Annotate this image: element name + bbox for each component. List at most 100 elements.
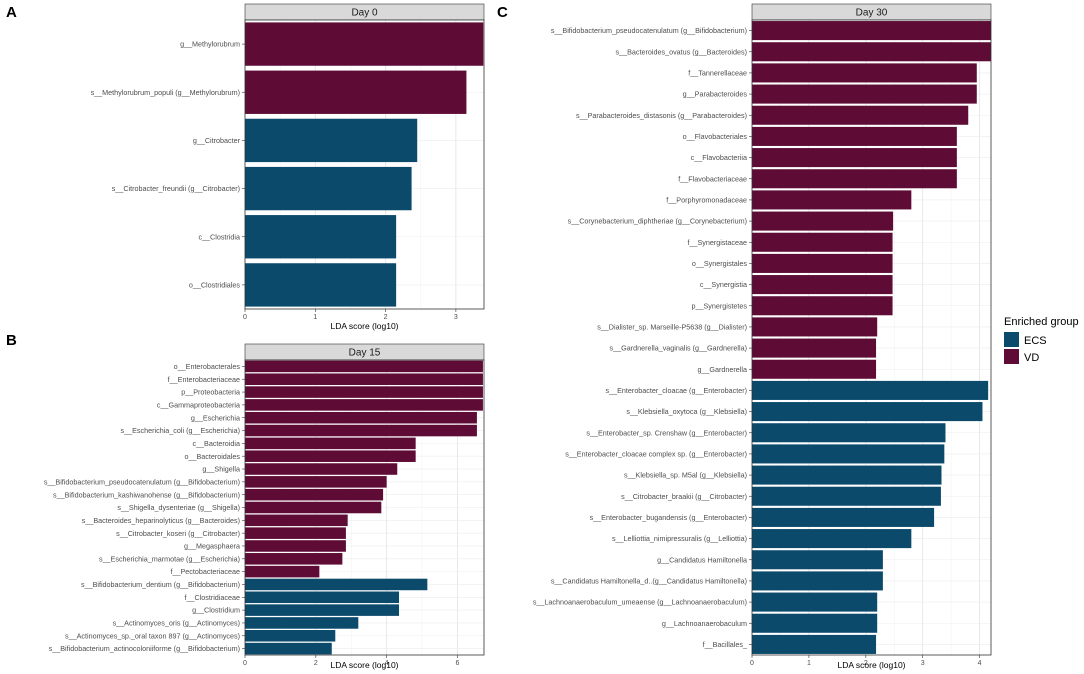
category-label: s__Klebsiella_sp. M5al (g__Klebsiella) (624, 471, 747, 480)
x-tick-label: 3 (921, 660, 925, 667)
category-label: g__Clostridium (192, 606, 240, 615)
bar (752, 359, 877, 379)
x-tick-label: 4 (385, 660, 389, 667)
category-label: o__Flavobacteriales (683, 132, 748, 141)
category-label: s__Bifidobacterium_kashiwanohense (g__Bi… (53, 490, 240, 499)
category-label: s__Klebsiella_oxytoca (g__Klebsiella) (626, 407, 747, 416)
bar (752, 592, 878, 612)
bar (752, 486, 941, 506)
category-label: s__Dialister_sp. Marseille-P5638 (g__Dia… (597, 323, 747, 332)
legend-swatch-ecs (1004, 332, 1019, 347)
category-label: s__Gardnerella_vaginalis (g__Gardnerella… (610, 344, 747, 353)
bar (245, 642, 332, 655)
bar (752, 63, 977, 83)
category-label: s__Citrobacter_braakii (g__Citrobacter) (621, 492, 747, 501)
bar (752, 550, 883, 570)
bar (245, 540, 346, 552)
bar (245, 617, 359, 629)
category-label: s__Escherichia_coli (g__Escherichia) (121, 426, 240, 435)
category-label: s__Parabacteroides_distasonis (g__Paraba… (576, 111, 747, 120)
category-label: s__Methylorubrum_populi (g__Methylorubru… (91, 88, 240, 97)
x-tick-label: 3 (454, 314, 458, 321)
category-label: s__Enterobacter_bugandensis (g__Enteroba… (590, 513, 747, 522)
legend-title: Enriched group (1004, 316, 1079, 328)
bar (752, 296, 893, 316)
panel-border (244, 359, 485, 656)
category-label: o__Clostridiales (189, 281, 241, 290)
category-label: o__Synergistales (692, 259, 748, 268)
bar (752, 275, 893, 295)
bar (245, 604, 400, 616)
x-tick-label: 4 (978, 660, 982, 667)
category-label: s__Enterobacter_cloacae complex sp. (g__… (565, 450, 747, 459)
panel-A: A Day 0 g__Methylorubrum s__Methylorubrum_p… (6, 3, 485, 331)
bar (245, 118, 418, 163)
category-label: g__Gardnerella (697, 365, 747, 374)
bar (752, 148, 957, 168)
category-label: p__Synergistetes (691, 301, 747, 310)
category-label: g__Methylorubrum (180, 40, 240, 49)
x-tick-label: 2 (384, 314, 388, 321)
x-tick-label: 0 (243, 660, 247, 667)
category-label: g__Escherichia (191, 413, 240, 422)
x-tick-label: 6 (455, 660, 459, 667)
category-label: s__Bifidobacterium_pseudocatenulatum (g_… (551, 26, 747, 35)
category-label: c__Gammaproteobacteria (157, 400, 240, 409)
panel-letter: B (6, 332, 17, 349)
category-label: s__Bifidobacterium_pseudocatenulatum (g_… (44, 477, 240, 486)
bar (245, 476, 387, 488)
bar (245, 424, 477, 437)
x-axis-title: LDA score (log10) (330, 321, 398, 331)
category-label: s__Bifidobacterium_dentium (g__Bifidobac… (81, 580, 240, 589)
bar (752, 338, 877, 358)
facet-title: Day 30 (856, 8, 888, 19)
bar (752, 571, 883, 591)
bar (752, 105, 969, 125)
category-label: s__Shigella_dysenteriae (g__Shigella) (117, 503, 240, 512)
facet-title: Day 0 (351, 8, 378, 19)
bar (752, 190, 912, 210)
category-label: s__Escherichia_marmotae (g__Escherichia) (99, 554, 240, 563)
bar (245, 22, 484, 66)
category-label: f__Pectobacteriaceae (170, 567, 240, 576)
category-label: c__Clostridia (198, 232, 240, 241)
category-label: f__Porphyromonadaceae (666, 196, 747, 205)
category-label: o__Enterobacterales (174, 362, 241, 371)
bar (752, 423, 946, 443)
panel-letter: C (497, 4, 508, 21)
bar (245, 629, 336, 642)
bar (752, 126, 957, 146)
bar (752, 169, 957, 189)
bar (245, 527, 346, 539)
category-label: s__Enterobacter_sp. Crenshaw (g__Enterob… (586, 428, 747, 437)
category-label: f__Bacillales_ (703, 640, 748, 649)
category-label: c__Synergistia (700, 280, 747, 289)
bar (752, 253, 893, 273)
panel-letter: A (6, 4, 17, 21)
x-axis-title: LDA score (log10) (330, 660, 398, 670)
panel-border (244, 19, 485, 310)
bar (752, 529, 912, 549)
category-label: s__Enterobacter_cloacae (g__Enterobacter… (606, 386, 747, 395)
x-tick-label: 2 (314, 660, 318, 667)
category-label: g__Shigella (202, 465, 240, 474)
bar (245, 215, 397, 259)
bar (245, 514, 348, 527)
bar (245, 578, 428, 591)
bar (752, 232, 893, 252)
category-label: f__Enterobacteriaceae (168, 375, 240, 384)
bar (752, 211, 894, 231)
bar (752, 634, 877, 654)
category-label: s__Lelliottia_nimipressuralis (g__Lellio… (612, 534, 747, 543)
x-tick-label: 2 (864, 660, 868, 667)
category-label: s__Citrobacter_koseri (g__Citrobacter) (116, 529, 240, 538)
x-tick-label: 1 (807, 660, 811, 667)
x-tick-label: 0 (243, 314, 247, 321)
category-label: g__Citrobacter (193, 136, 241, 145)
category-label: p__Proteobacteria (181, 388, 240, 397)
category-label: g__Megasphaera (184, 542, 240, 551)
x-tick-label: 0 (750, 660, 754, 667)
category-label: g__Candidatus Hamiltonella (657, 555, 747, 564)
panel-C: C Day 30 s__Bifidobacterium_pseudocatenula… (497, 3, 992, 670)
